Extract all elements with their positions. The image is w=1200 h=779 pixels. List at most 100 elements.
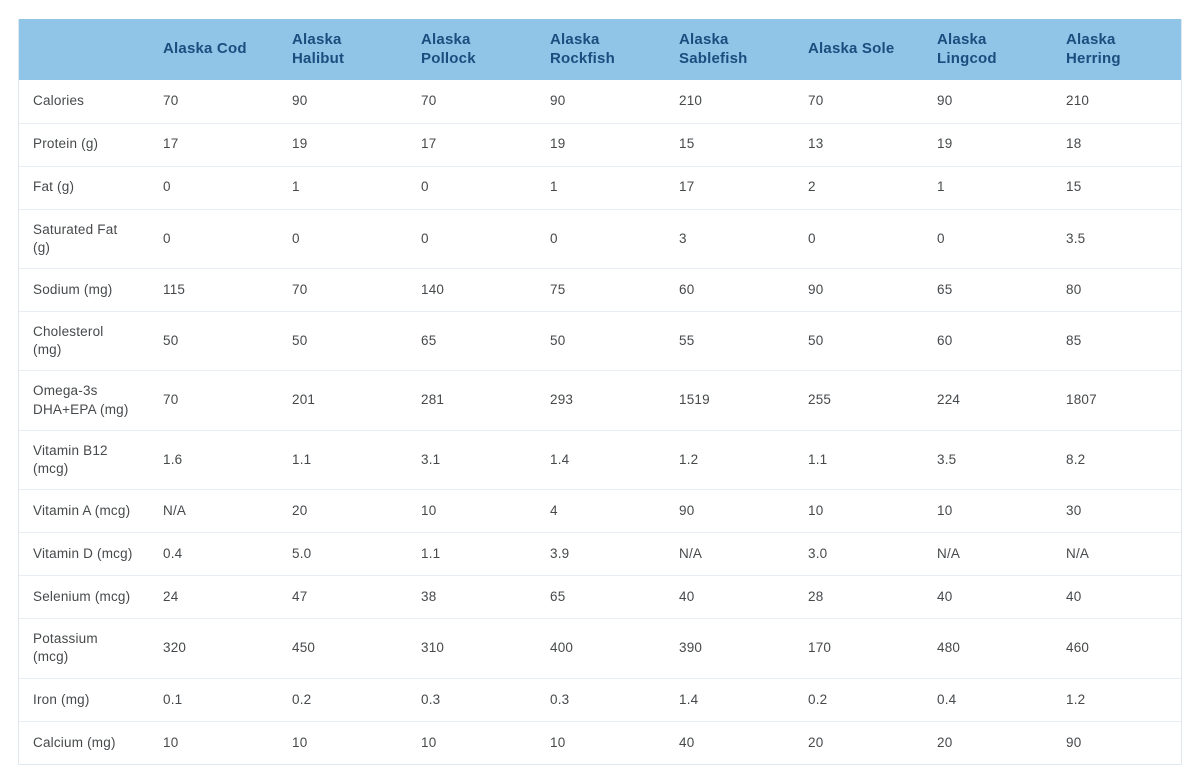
value-cell: 390 [665, 618, 794, 679]
value-cell: 38 [407, 575, 536, 620]
table-row: Vitamin D (mcg) 0.4 5.0 1.1 3.9 N/A 3.0 N/A N/A [19, 532, 1181, 577]
row-label: Cholesterol (mg) [19, 311, 149, 372]
value-cell: 400 [536, 618, 665, 679]
value-cell: N/A [149, 489, 278, 534]
row-label: Vitamin A (mcg) [19, 489, 149, 534]
value-cell: 1.2 [1052, 678, 1181, 722]
value-cell: 15 [665, 123, 794, 167]
value-cell: 85 [1052, 311, 1181, 372]
value-cell: 1 [923, 166, 1052, 210]
value-cell: 28 [794, 575, 923, 620]
value-cell: 0 [149, 166, 278, 210]
value-cell: 170 [794, 618, 923, 679]
value-cell: 1 [536, 166, 665, 210]
value-cell: 17 [407, 123, 536, 167]
value-cell: 3.5 [923, 430, 1052, 491]
column-header-alaska-rockfish: Alaska Rockfish [536, 19, 665, 80]
value-cell: 40 [665, 721, 794, 765]
value-cell: 13 [794, 123, 923, 167]
value-cell: 320 [149, 618, 278, 679]
row-label: Potassium (mcg) [19, 618, 149, 679]
value-cell: 1.1 [278, 430, 407, 491]
value-cell: 4 [536, 489, 665, 534]
value-cell: 90 [278, 80, 407, 124]
column-header-alaska-cod: Alaska Cod [149, 19, 278, 80]
row-label: Vitamin D (mcg) [19, 532, 149, 577]
value-cell: 0.2 [794, 678, 923, 722]
value-cell: N/A [1052, 532, 1181, 577]
value-cell: 70 [794, 80, 923, 124]
value-cell: 19 [278, 123, 407, 167]
nutrition-table: Alaska Cod Alaska Halibut Alaska Pollock Al… [19, 19, 1181, 765]
value-cell: 310 [407, 618, 536, 679]
value-cell: 10 [794, 489, 923, 534]
value-cell: N/A [923, 532, 1052, 577]
header-row: Alaska Cod Alaska Halibut Alaska Pollock Al… [19, 19, 1181, 80]
value-cell: 3 [665, 209, 794, 269]
value-cell: 460 [1052, 618, 1181, 679]
value-cell: 70 [407, 80, 536, 124]
value-cell: 40 [1052, 575, 1181, 620]
column-header-alaska-lingcod: Alaska Lingcod [923, 19, 1052, 80]
value-cell: 19 [923, 123, 1052, 167]
row-label: Calcium (mg) [19, 721, 149, 765]
value-cell: 201 [278, 370, 407, 431]
value-cell: 3.1 [407, 430, 536, 491]
value-cell: 0.3 [407, 678, 536, 722]
value-cell: 3.9 [536, 532, 665, 577]
value-cell: 0.4 [149, 532, 278, 577]
value-cell: 70 [149, 370, 278, 431]
value-cell: 10 [407, 721, 536, 765]
value-cell: 90 [1052, 721, 1181, 765]
table-row: Fat (g) 0 1 0 1 17 2 1 15 [19, 166, 1181, 210]
value-cell: 1 [278, 166, 407, 210]
value-cell: 15 [1052, 166, 1181, 210]
row-label: Omega-3s DHA+EPA (mg) [19, 370, 149, 431]
value-cell: 0.1 [149, 678, 278, 722]
value-cell: 210 [665, 80, 794, 124]
value-cell: 0.3 [536, 678, 665, 722]
value-cell: 0.4 [923, 678, 1052, 722]
value-cell: 40 [665, 575, 794, 620]
table-row: Vitamin B12 (mcg) 1.6 1.1 3.1 1.4 1.2 1.1 3.5 8.… [19, 430, 1181, 491]
value-cell: 0.2 [278, 678, 407, 722]
value-cell: 0 [278, 209, 407, 269]
column-header-alaska-sablefish: Alaska Sablefish [665, 19, 794, 80]
value-cell: 1.2 [665, 430, 794, 491]
value-cell: 10 [536, 721, 665, 765]
value-cell: 450 [278, 618, 407, 679]
value-cell: 90 [794, 268, 923, 312]
value-cell: 50 [536, 311, 665, 372]
row-label: Calories [19, 80, 149, 124]
value-cell: 224 [923, 370, 1052, 431]
value-cell: 3.5 [1052, 209, 1181, 269]
value-cell: 0 [923, 209, 1052, 269]
value-cell: 20 [794, 721, 923, 765]
value-cell: 90 [536, 80, 665, 124]
value-cell: 140 [407, 268, 536, 312]
table-header: Alaska Cod Alaska Halibut Alaska Pollock Al… [19, 19, 1181, 80]
row-label: Iron (mg) [19, 678, 149, 722]
value-cell: 50 [794, 311, 923, 372]
value-cell: 1.1 [794, 430, 923, 491]
value-cell: 1807 [1052, 370, 1181, 431]
value-cell: 0 [149, 209, 278, 269]
table-row: Calories 70 90 70 90 210 70 90 210 [19, 80, 1181, 124]
value-cell: 0 [407, 209, 536, 269]
value-cell: 8.2 [1052, 430, 1181, 491]
table-row: Cholesterol (mg) 50 50 65 50 55 50 60 85 [19, 311, 1181, 372]
value-cell: 60 [665, 268, 794, 312]
row-label: Vitamin B12 (mcg) [19, 430, 149, 491]
value-cell: 90 [923, 80, 1052, 124]
value-cell: 1.6 [149, 430, 278, 491]
value-cell: 65 [923, 268, 1052, 312]
value-cell: 50 [149, 311, 278, 372]
value-cell: 0 [407, 166, 536, 210]
value-cell: 40 [923, 575, 1052, 620]
row-label: Protein (g) [19, 123, 149, 167]
value-cell: 210 [1052, 80, 1181, 124]
value-cell: 17 [665, 166, 794, 210]
column-header-alaska-pollock: Alaska Pollock [407, 19, 536, 80]
row-label: Fat (g) [19, 166, 149, 210]
table-row: Calcium (mg) 10 10 10 10 40 20 20 90 [19, 721, 1181, 765]
